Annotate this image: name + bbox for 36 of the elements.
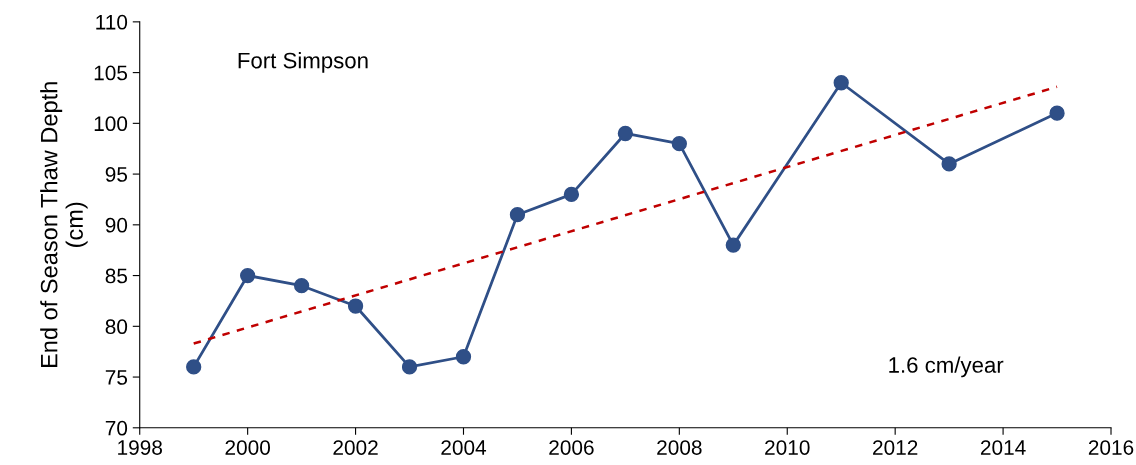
point bbox=[293, 278, 310, 294]
point bbox=[240, 267, 256, 284]
x-tick-label: 2008 bbox=[657, 440, 702, 455]
y-tick-label: 90 bbox=[105, 217, 128, 233]
y-tick-label: 75 bbox=[105, 370, 128, 385]
x-tick-label: 2012 bbox=[873, 440, 918, 455]
x-tick-label: 1998 bbox=[118, 440, 162, 455]
x-tick-label: 2002 bbox=[333, 440, 378, 455]
point bbox=[455, 349, 472, 365]
y-tick-label: 105 bbox=[94, 65, 128, 81]
x-tick-label: 2004 bbox=[441, 440, 487, 455]
point bbox=[401, 359, 418, 375]
y-tick-label: 80 bbox=[105, 319, 128, 335]
point bbox=[941, 156, 957, 172]
x-tick-label: 2010 bbox=[765, 440, 810, 455]
y-axis-title: End of Season Thaw Depth (cm) bbox=[40, 82, 88, 368]
point bbox=[563, 186, 580, 203]
point bbox=[833, 75, 849, 91]
y-tick-label: 85 bbox=[105, 268, 128, 284]
point bbox=[347, 298, 364, 314]
y-tick-label: 100 bbox=[94, 116, 128, 132]
point bbox=[1049, 105, 1065, 121]
point bbox=[671, 135, 687, 152]
y-tick-label: 70 bbox=[105, 420, 128, 436]
point bbox=[509, 207, 526, 223]
x-tick-label: 2000 bbox=[225, 440, 271, 455]
point bbox=[725, 237, 741, 253]
y-tick-label: 110 bbox=[96, 14, 128, 30]
x-tick-label: 2006 bbox=[549, 440, 594, 455]
x-tick-label: 2014 bbox=[980, 440, 1026, 455]
y-tick-label: 95 bbox=[105, 167, 128, 182]
annotation: 1.6 cm/year bbox=[889, 356, 1004, 378]
x-tick-label: 2016 bbox=[1088, 440, 1134, 455]
annotation: Fort Simpson bbox=[238, 52, 368, 73]
point bbox=[186, 359, 202, 375]
point bbox=[617, 125, 634, 142]
